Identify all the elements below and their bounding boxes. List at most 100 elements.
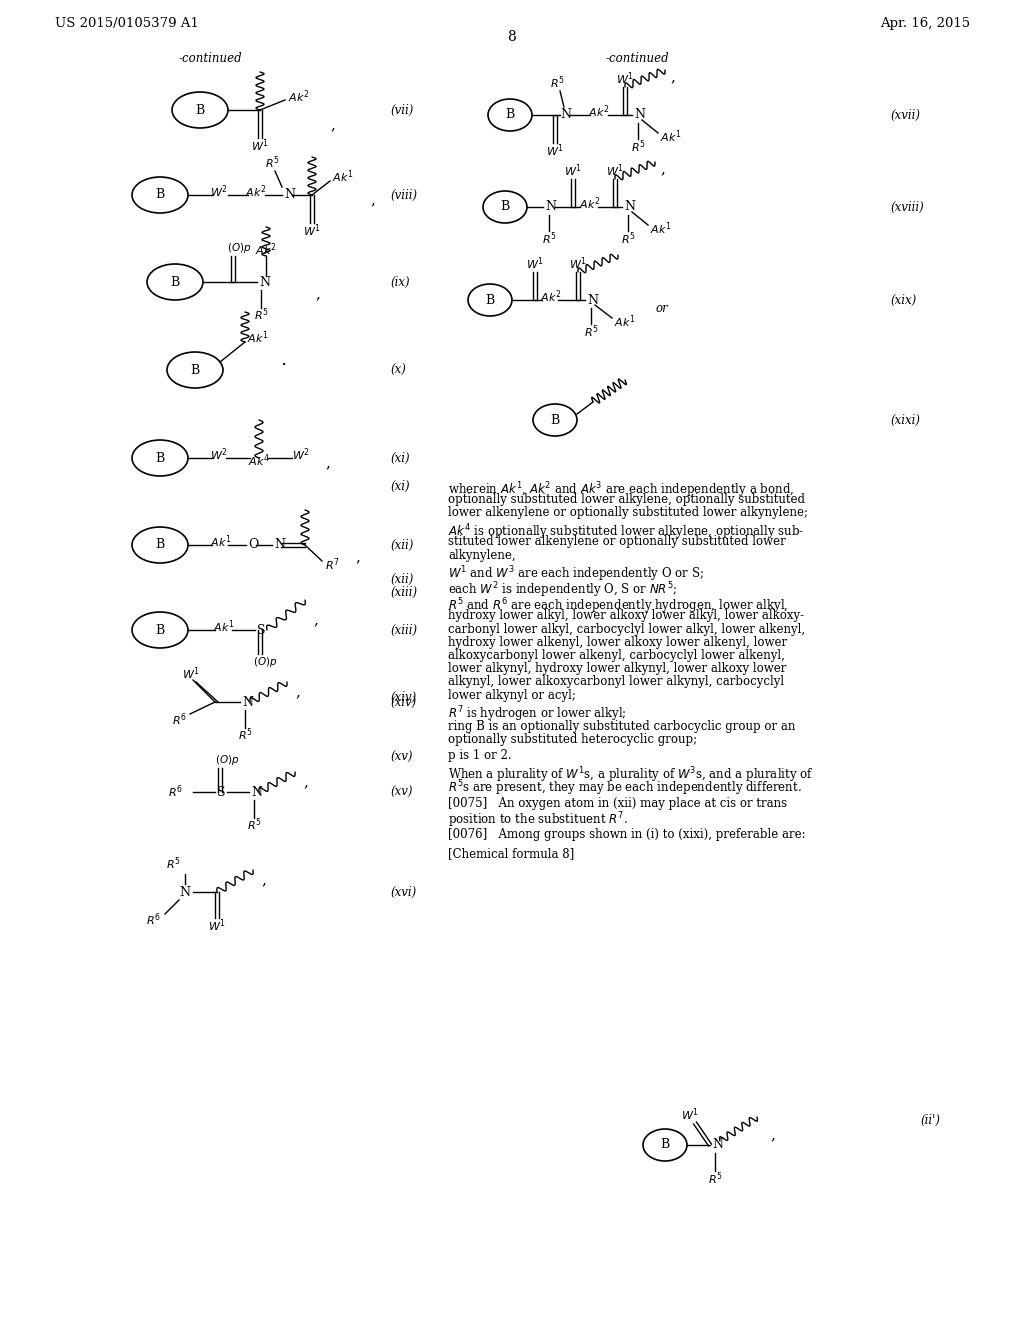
Text: $W^1$: $W^1$ xyxy=(303,223,321,239)
Text: (xixi): (xixi) xyxy=(890,413,920,426)
Text: (xii): (xii) xyxy=(390,539,414,552)
Text: $(O)p$: $(O)p$ xyxy=(227,242,251,255)
Text: $W^1$: $W^1$ xyxy=(526,256,544,272)
Text: lower alkynyl, hydroxy lower alkynyl, lower alkoxy lower: lower alkynyl, hydroxy lower alkynyl, lo… xyxy=(449,663,786,675)
Text: alkynylene,: alkynylene, xyxy=(449,549,516,561)
Text: (vii): (vii) xyxy=(390,103,414,116)
Text: wherein $Ak^1$, $Ak^2$ and $Ak^3$ are each independently a bond,: wherein $Ak^1$, $Ak^2$ and $Ak^3$ are ea… xyxy=(449,480,795,499)
Text: (xii): (xii) xyxy=(390,573,414,586)
Text: (ii'): (ii') xyxy=(920,1114,940,1126)
Text: B: B xyxy=(501,201,510,214)
Text: B: B xyxy=(156,539,165,552)
Text: $Ak^1$: $Ak^1$ xyxy=(213,619,234,635)
Text: [0076]   Among groups shown in (i) to (xixi), preferable are:: [0076] Among groups shown in (i) to (xix… xyxy=(449,829,806,841)
Text: ,: , xyxy=(313,612,317,627)
Text: $(O)p$: $(O)p$ xyxy=(215,752,240,767)
Text: When a plurality of $W^1$s, a plurality of $W^3$s, and a plurality of: When a plurality of $W^1$s, a plurality … xyxy=(449,766,814,784)
Text: ,: , xyxy=(660,162,665,176)
Text: (viii): (viii) xyxy=(390,189,417,202)
Text: (xiv): (xiv) xyxy=(390,696,416,709)
Text: .: . xyxy=(280,351,287,370)
Text: N: N xyxy=(259,276,270,289)
Text: (xvi): (xvi) xyxy=(390,886,416,899)
Text: N: N xyxy=(242,696,253,709)
Text: $Ak^2$: $Ak^2$ xyxy=(255,242,276,259)
Text: B: B xyxy=(190,363,200,376)
Text: $W^1$: $W^1$ xyxy=(208,917,226,935)
Text: $W^1$: $W^1$ xyxy=(569,256,587,272)
Text: N: N xyxy=(624,201,635,214)
Text: $Ak^1$: $Ak^1$ xyxy=(650,220,672,238)
Text: $R^5$: $R^5$ xyxy=(542,231,556,247)
Text: N: N xyxy=(284,189,295,202)
Text: B: B xyxy=(196,103,205,116)
Text: $R^5$: $R^5$ xyxy=(631,139,645,156)
Text: (xiv): (xiv) xyxy=(390,692,416,705)
Text: $Ak^2$: $Ak^2$ xyxy=(540,289,561,305)
Text: B: B xyxy=(506,108,515,121)
Text: B: B xyxy=(156,451,165,465)
Text: lower alkenylene or optionally substituted lower alkynylene;: lower alkenylene or optionally substitut… xyxy=(449,507,808,519)
Text: $W^1$: $W^1$ xyxy=(606,162,624,180)
Text: ,: , xyxy=(330,117,335,132)
Text: ,: , xyxy=(295,685,300,700)
Text: B: B xyxy=(170,276,179,289)
Text: $(O)p$: $(O)p$ xyxy=(253,655,278,669)
Text: (xv): (xv) xyxy=(390,751,413,764)
Text: $Ak^4$: $Ak^4$ xyxy=(248,453,270,470)
Text: $Ak^1$: $Ak^1$ xyxy=(614,314,636,330)
Text: (xiii): (xiii) xyxy=(390,623,417,636)
Text: position to the substituent $R^7$.: position to the substituent $R^7$. xyxy=(449,810,628,829)
Text: -continued: -continued xyxy=(178,51,242,65)
Text: S: S xyxy=(217,785,225,799)
Text: (xv): (xv) xyxy=(390,785,413,799)
Text: hydroxy lower alkyl, lower alkoxy lower alkyl, lower alkoxy-: hydroxy lower alkyl, lower alkoxy lower … xyxy=(449,610,804,622)
Text: alkoxycarbonyl lower alkenyl, carbocyclyl lower alkenyl,: alkoxycarbonyl lower alkenyl, carbocycly… xyxy=(449,649,784,661)
Text: (ix): (ix) xyxy=(390,276,410,289)
Text: $W^1$: $W^1$ xyxy=(182,665,200,682)
Text: $W^1$: $W^1$ xyxy=(564,162,582,180)
Text: ring B is an optionally substituted carbocyclic group or an: ring B is an optionally substituted carb… xyxy=(449,721,796,733)
Text: $W^1$: $W^1$ xyxy=(251,137,269,154)
Text: (xiii): (xiii) xyxy=(390,586,417,599)
Text: optionally substituted heterocyclic group;: optionally substituted heterocyclic grou… xyxy=(449,734,697,746)
Text: ,: , xyxy=(325,455,330,470)
Text: hydroxy lower alkenyl, lower alkoxy lower alkenyl, lower: hydroxy lower alkenyl, lower alkoxy lowe… xyxy=(449,636,787,648)
Text: $R^5$: $R^5$ xyxy=(621,231,635,247)
Text: N: N xyxy=(179,886,190,899)
Text: $R^5$: $R^5$ xyxy=(166,855,180,873)
Text: US 2015/0105379 A1: US 2015/0105379 A1 xyxy=(55,16,199,29)
Text: $W^1$: $W^1$ xyxy=(681,1106,699,1123)
Text: N: N xyxy=(545,201,556,214)
Text: (xi): (xi) xyxy=(390,480,410,494)
Text: alkynyl, lower alkoxycarbonyl lower alkynyl, carbocyclyl: alkynyl, lower alkoxycarbonyl lower alky… xyxy=(449,676,784,688)
Text: $W^2$: $W^2$ xyxy=(210,446,228,463)
Text: (xvii): (xvii) xyxy=(890,108,920,121)
Text: $R^7$: $R^7$ xyxy=(325,557,340,573)
Text: B: B xyxy=(156,623,165,636)
Text: $Ak^1$: $Ak^1$ xyxy=(247,330,268,346)
Text: $R^5$: $R^5$ xyxy=(550,75,564,91)
Text: $R^6$: $R^6$ xyxy=(172,711,187,729)
Text: ,: , xyxy=(261,873,266,887)
Text: $Ak^1$: $Ak^1$ xyxy=(660,129,682,145)
Text: Apr. 16, 2015: Apr. 16, 2015 xyxy=(880,16,970,29)
Text: [Chemical formula 8]: [Chemical formula 8] xyxy=(449,847,574,859)
Text: S: S xyxy=(257,623,265,636)
Text: $Ak^2$: $Ak^2$ xyxy=(579,195,600,213)
Text: B: B xyxy=(485,293,495,306)
Text: $W^2$: $W^2$ xyxy=(292,446,310,463)
Text: optionally substituted lower alkylene, optionally substituted: optionally substituted lower alkylene, o… xyxy=(449,494,805,506)
Text: ,: , xyxy=(303,775,308,789)
Text: carbonyl lower alkyl, carbocyclyl lower alkyl, lower alkenyl,: carbonyl lower alkyl, carbocyclyl lower … xyxy=(449,623,805,635)
Text: ,: , xyxy=(355,550,359,564)
Text: B: B xyxy=(660,1138,670,1151)
Text: each $W^2$ is independently O, S or $NR^5$;: each $W^2$ is independently O, S or $NR^… xyxy=(449,581,677,599)
Text: ,: , xyxy=(670,70,675,84)
Text: lower alkynyl or acyl;: lower alkynyl or acyl; xyxy=(449,689,575,701)
Text: 8: 8 xyxy=(508,30,516,44)
Text: $R^5$ and $R^6$ are each independently hydrogen, lower alkyl,: $R^5$ and $R^6$ are each independently h… xyxy=(449,597,788,615)
Text: (x): (x) xyxy=(390,363,406,376)
Text: or: or xyxy=(655,301,668,314)
Text: $R^5$: $R^5$ xyxy=(254,306,268,323)
